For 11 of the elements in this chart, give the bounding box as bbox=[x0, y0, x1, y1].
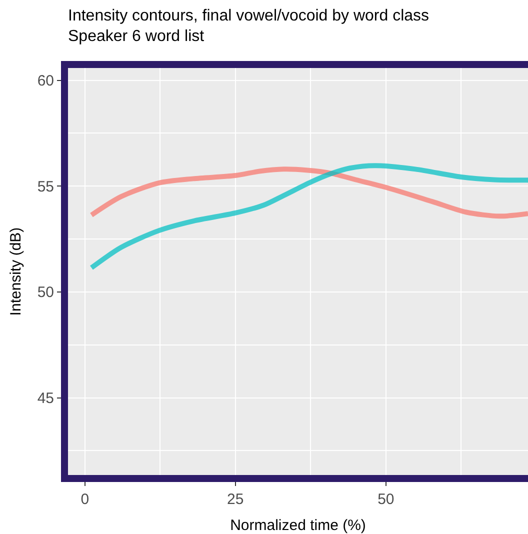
y-tick-label: 50 bbox=[37, 284, 54, 302]
y-axis-title: Intensity (dB) bbox=[8, 227, 25, 316]
y-tick-label: 55 bbox=[37, 178, 54, 196]
x-tick-label: 25 bbox=[227, 491, 244, 508]
x-axis-title: Normalized time (%) bbox=[230, 517, 366, 534]
y-tick-label: 45 bbox=[37, 390, 54, 407]
chart-subtitle: Speaker 6 word list bbox=[68, 28, 205, 46]
chart-title: Intensity contours, final vowel/vocoid by word class bbox=[68, 7, 430, 24]
x-tick-label: 0 bbox=[80, 491, 90, 508]
y-tick-label: 60 bbox=[37, 72, 54, 90]
x-tick-label: 50 bbox=[378, 491, 394, 508]
